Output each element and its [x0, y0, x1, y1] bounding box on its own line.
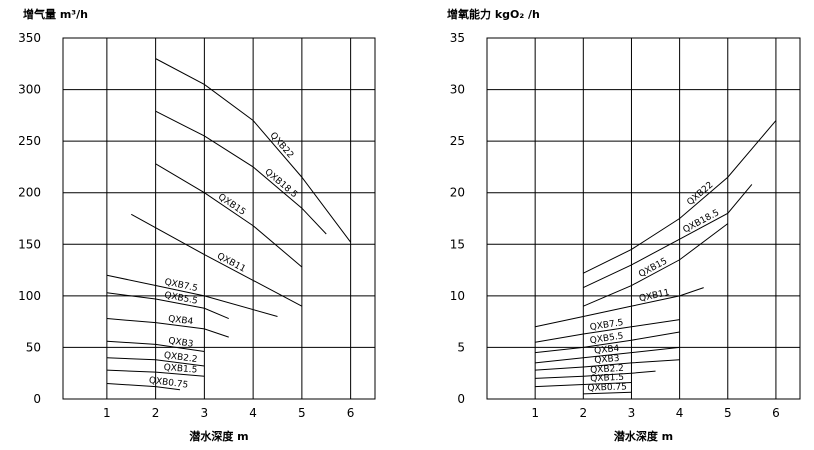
- x-tick-label: 6: [347, 406, 355, 420]
- curve-label: QXB11: [638, 288, 670, 304]
- y-tick-label: 35: [450, 31, 465, 45]
- line: [583, 223, 729, 307]
- x-tick-label: 5: [298, 406, 306, 420]
- plot-frame: [486, 37, 801, 400]
- y-tick-label: 5: [457, 340, 465, 354]
- x-tick-label: 3: [628, 406, 636, 420]
- y-tick-label: 10: [450, 289, 465, 303]
- line: [106, 357, 205, 367]
- y-tick-label: 30: [450, 83, 465, 97]
- line: [106, 318, 229, 338]
- curve-label: QXB2.2: [590, 364, 624, 376]
- curve-label: QXB3: [168, 336, 194, 350]
- curve-label: QXB7.5: [589, 318, 624, 333]
- y-axis-title: 增氧能力 kgO₂ /h: [447, 7, 540, 21]
- curve-label: QXB3: [594, 354, 620, 366]
- x-tick-label: 1: [531, 406, 539, 420]
- curve-label: QXB0.75: [148, 376, 188, 391]
- line: [106, 383, 181, 391]
- y-axis-title: 增气量 m³/h: [23, 7, 88, 21]
- line: [535, 346, 680, 364]
- x-tick-label: 3: [201, 406, 209, 420]
- curve-label: QXB1.5: [163, 363, 197, 376]
- x-tick-label: 5: [724, 406, 732, 420]
- y-tick-label: 20: [450, 186, 465, 200]
- line: [155, 163, 303, 268]
- curve-label: QXB15: [216, 192, 247, 218]
- x-tick-label: 2: [579, 406, 587, 420]
- line: [106, 274, 278, 317]
- line: [155, 58, 352, 243]
- line: [535, 359, 680, 371]
- y-tick-label: 200: [18, 186, 41, 200]
- curve-label: QXB0.75: [587, 382, 627, 393]
- x-tick-label: 4: [676, 406, 684, 420]
- y-tick-label: 15: [450, 237, 465, 251]
- curve-label: QXB5.5: [589, 331, 624, 346]
- line: [106, 292, 229, 320]
- curve-label: QXB2.2: [163, 351, 198, 365]
- curve-label: QXB22: [267, 131, 295, 161]
- line: [535, 381, 632, 388]
- curve-label: QXB22: [685, 180, 715, 208]
- line: [583, 184, 753, 289]
- curve-label: QXB1.5: [590, 373, 624, 384]
- y-tick-label: 100: [18, 289, 41, 303]
- x-tick-label: 2: [152, 406, 160, 420]
- x-axis-title: 潜水深度 m: [189, 429, 248, 443]
- y-tick-label: 0: [33, 392, 41, 406]
- plot-frame: [62, 37, 376, 400]
- y-tick-label: 150: [18, 237, 41, 251]
- x-tick-label: 1: [103, 406, 111, 420]
- line: [583, 391, 632, 395]
- y-tick-label: 50: [26, 340, 41, 354]
- line: [131, 213, 303, 307]
- line: [106, 369, 205, 377]
- y-tick-label: 300: [18, 83, 41, 97]
- line: [583, 120, 777, 274]
- curve-label: QXB18.5: [262, 167, 299, 200]
- line: [535, 370, 656, 379]
- line: [535, 319, 680, 343]
- line: [106, 340, 205, 353]
- y-tick-label: 350: [18, 31, 41, 45]
- line: [535, 331, 680, 354]
- line: [155, 110, 327, 235]
- line: [535, 287, 704, 328]
- x-axis-title: 潜水深度 m: [614, 429, 673, 443]
- x-tick-label: 4: [249, 406, 257, 420]
- y-tick-label: 25: [450, 134, 465, 148]
- y-tick-label: 0: [457, 392, 465, 406]
- y-tick-label: 250: [18, 134, 41, 148]
- curve-label: QXB4: [594, 344, 620, 357]
- x-tick-label: 6: [772, 406, 780, 420]
- curve-label: QXB4: [168, 314, 194, 327]
